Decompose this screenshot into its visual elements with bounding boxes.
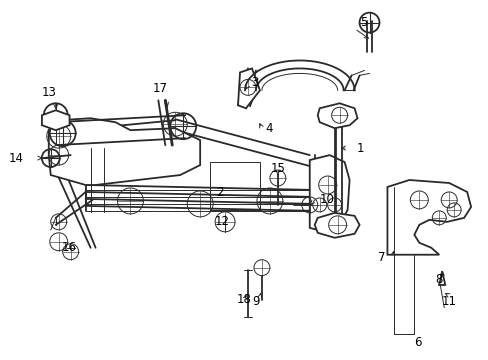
Polygon shape: [238, 68, 260, 108]
Text: 11: 11: [441, 295, 456, 308]
Text: 15: 15: [270, 162, 285, 175]
Text: 6: 6: [414, 336, 421, 349]
Text: 18: 18: [236, 293, 251, 306]
Text: 8: 8: [435, 273, 442, 286]
Text: 3: 3: [250, 76, 258, 89]
Text: 13: 13: [41, 86, 56, 99]
Text: 1: 1: [356, 141, 364, 155]
Text: 9: 9: [252, 295, 259, 308]
Text: 5: 5: [360, 16, 367, 29]
Text: 16: 16: [61, 241, 76, 254]
Text: 7: 7: [377, 251, 385, 264]
Polygon shape: [317, 103, 357, 128]
Text: 4: 4: [264, 122, 272, 135]
Polygon shape: [49, 118, 200, 185]
Polygon shape: [314, 213, 359, 238]
Polygon shape: [386, 180, 470, 255]
Polygon shape: [42, 110, 69, 130]
Text: 17: 17: [153, 82, 167, 95]
Text: 2: 2: [216, 186, 223, 199]
Polygon shape: [309, 155, 349, 232]
Text: 12: 12: [214, 215, 229, 228]
Text: 14: 14: [9, 152, 24, 165]
Text: 10: 10: [319, 193, 334, 206]
